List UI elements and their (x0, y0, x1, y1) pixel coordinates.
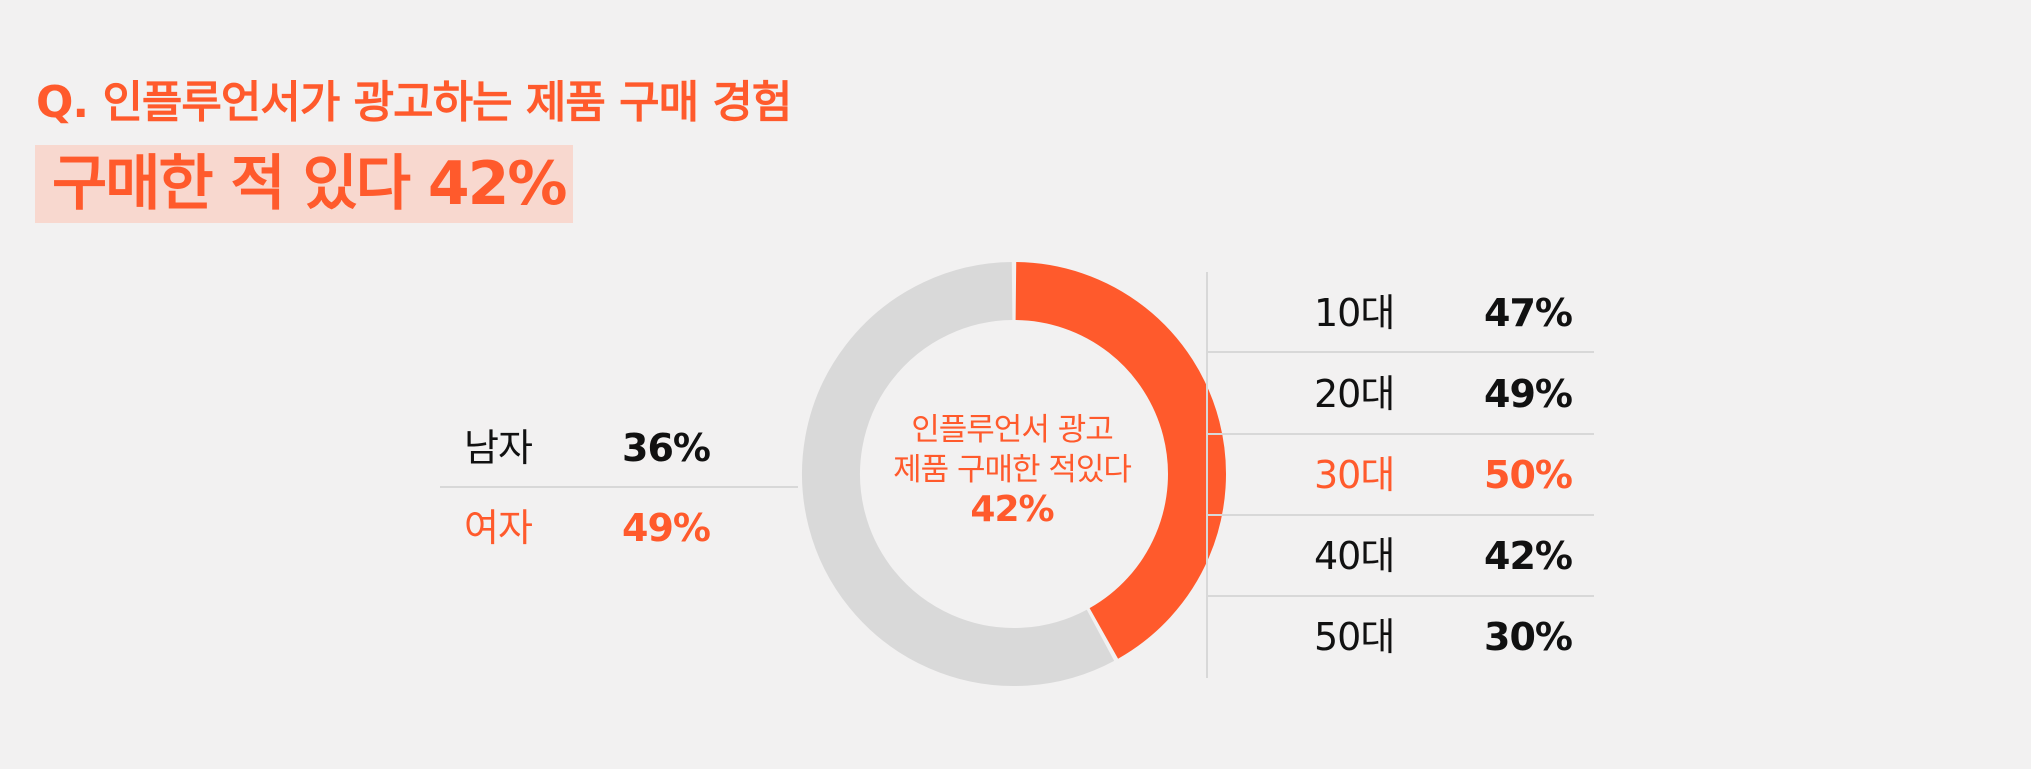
headline-result: 구매한 적 있다 42% (52, 149, 567, 219)
age-row-40s: 40대 42% (1314, 516, 1573, 596)
age-label: 30대 (1314, 453, 1395, 497)
center-label-line-2: 제품 구매한 적있다 (893, 452, 1132, 488)
age-label: 50대 (1314, 615, 1395, 659)
age-row-20s: 20대 49% (1314, 354, 1573, 434)
headline-highlight (35, 145, 573, 223)
gender-label: 여자 (464, 506, 533, 550)
age-row-50s: 50대 30% (1314, 597, 1573, 677)
gender-value: 49% (622, 506, 711, 550)
gender-row-female: 여자 49% (464, 488, 711, 568)
gender-divider (440, 486, 798, 488)
age-value: 30% (1484, 615, 1573, 659)
age-divider (1208, 351, 1594, 353)
gender-label: 남자 (464, 426, 533, 470)
age-value: 50% (1484, 453, 1573, 497)
donut-slice-1 (802, 262, 1115, 686)
gender-value: 36% (622, 426, 711, 470)
age-value: 42% (1484, 534, 1573, 578)
question-title: Q. 인플루언서가 광고하는 제품 구매 경험 (36, 77, 792, 128)
age-value: 49% (1484, 372, 1573, 416)
age-label: 20대 (1314, 372, 1395, 416)
center-value: 42% (970, 489, 1054, 530)
center-label-line-1: 인플루언서 광고 (911, 412, 1114, 448)
gender-row-male: 남자 36% (464, 408, 711, 488)
age-divider (1208, 595, 1594, 597)
age-divider (1208, 514, 1594, 516)
age-row-30s: 30대 50% (1314, 435, 1573, 515)
age-table-left-border (1206, 272, 1208, 678)
age-label: 10대 (1314, 291, 1395, 335)
donut-slice-0 (1015, 262, 1226, 659)
age-divider (1208, 433, 1594, 435)
age-row-10s: 10대 47% (1314, 273, 1573, 353)
age-value: 47% (1484, 291, 1573, 335)
age-label: 40대 (1314, 534, 1395, 578)
donut-center-label: 인플루언서 광고 제품 구매한 적있다 42% (862, 410, 1162, 530)
